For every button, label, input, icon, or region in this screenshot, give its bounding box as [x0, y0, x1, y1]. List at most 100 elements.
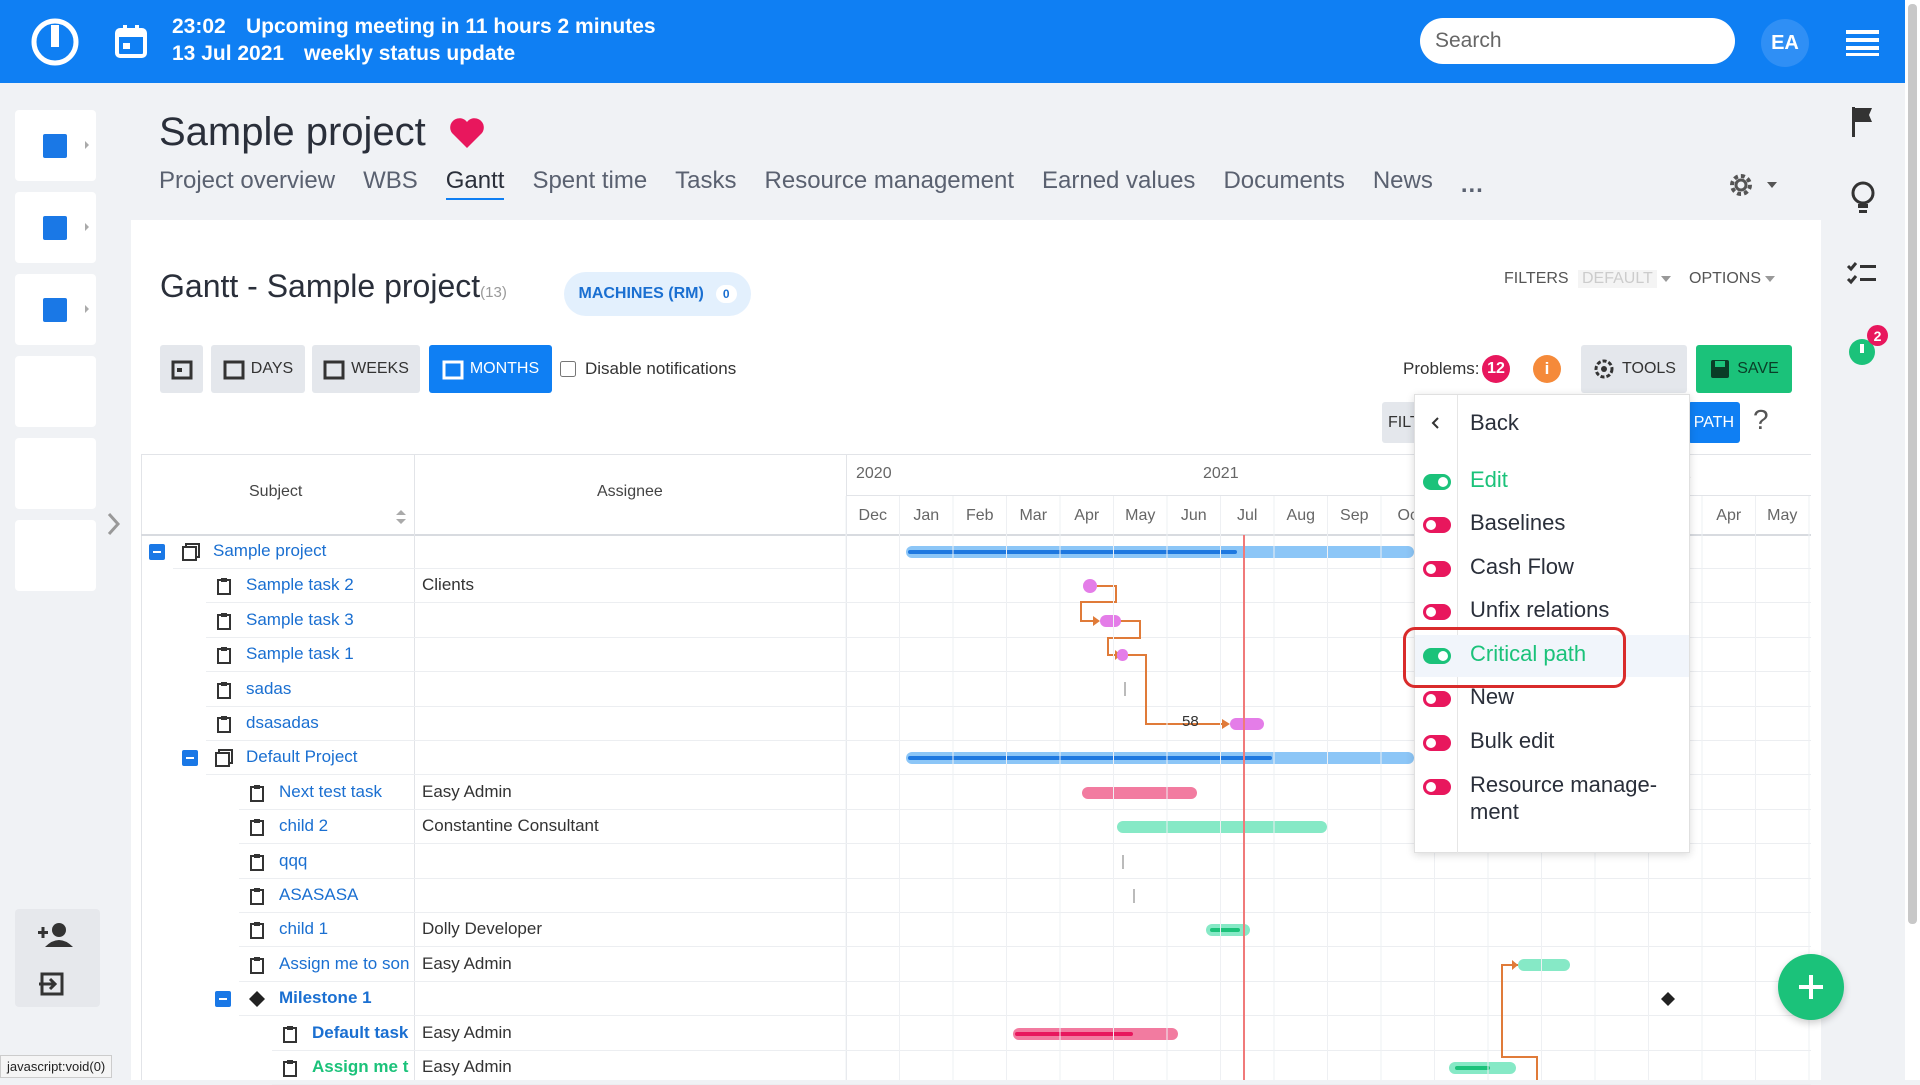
- scrollbar[interactable]: [1905, 0, 1920, 1080]
- row-subject[interactable]: dsasadas: [246, 713, 319, 732]
- project-tab[interactable]: Documents: [1223, 167, 1345, 194]
- project-tab[interactable]: Gantt: [445, 167, 505, 200]
- row-subject[interactable]: Default task: [312, 1022, 409, 1042]
- view-button[interactable]: MONTHS: [429, 345, 552, 393]
- project-tab[interactable]: Earned values: [1042, 167, 1196, 194]
- back-arrow[interactable]: [1429, 415, 1443, 431]
- menu-item-label[interactable]: Resource manage-ment: [1470, 772, 1658, 824]
- task-bar[interactable]: [1230, 718, 1264, 730]
- row-subject[interactable]: Sample task 2: [246, 575, 354, 595]
- view-button[interactable]: DAYS: [211, 345, 305, 393]
- collapse-toggle[interactable]: [182, 750, 198, 767]
- problems-count[interactable]: 12: [1482, 355, 1510, 383]
- menu-item-label[interactable]: Critical path: [1470, 641, 1587, 666]
- row-subject[interactable]: Assign me to son: [279, 953, 410, 973]
- logout-icon[interactable]: [39, 971, 69, 997]
- sidebar-item[interactable]: [15, 438, 96, 509]
- project-tab[interactable]: Project overview: [159, 167, 336, 194]
- row-subject[interactable]: Sample project: [213, 541, 327, 560]
- menu-item-label[interactable]: Bulk edit: [1470, 728, 1555, 753]
- today-button[interactable]: [160, 345, 203, 393]
- view-button[interactable]: WEEKS: [312, 345, 420, 393]
- event-name[interactable]: weekly status update: [304, 42, 516, 65]
- task-bar[interactable]: [1082, 787, 1197, 799]
- row-subject[interactable]: Assign me t: [312, 1057, 409, 1076]
- menu-item-label[interactable]: Baselines: [1470, 510, 1566, 535]
- toggle[interactable]: [1423, 604, 1451, 620]
- problems-label: Problems:: [1403, 359, 1480, 378]
- row-subject[interactable]: child 1: [279, 919, 329, 939]
- sidebar-item[interactable]: [15, 274, 96, 345]
- scroll-thumb[interactable]: [1908, 4, 1917, 924]
- help-button[interactable]: ?: [1753, 404, 1769, 435]
- collapse-toggle[interactable]: [149, 544, 165, 560]
- row-subject[interactable]: ASASASA: [279, 885, 359, 904]
- menu-icon[interactable]: [1846, 28, 1880, 56]
- search-box[interactable]: Search: [1420, 18, 1735, 64]
- menu-item-label[interactable]: Cash Flow: [1470, 554, 1574, 579]
- task-bar[interactable]: [1518, 959, 1570, 971]
- menu-back[interactable]: Back: [1470, 410, 1519, 435]
- sidebar-item[interactable]: [15, 192, 96, 263]
- project-tab[interactable]: News: [1372, 167, 1433, 194]
- calendar-icon[interactable]: [114, 24, 148, 60]
- toggle[interactable]: [1423, 648, 1451, 664]
- row-subject[interactable]: Sample task 1: [246, 644, 354, 664]
- toggle[interactable]: [1423, 561, 1451, 577]
- row-subject[interactable]: Next test task: [279, 781, 382, 801]
- timer-icon[interactable]: [1848, 336, 1878, 368]
- row-subject[interactable]: sadas: [246, 678, 292, 698]
- project-tab[interactable]: Resource management: [764, 167, 1014, 194]
- sidebar-expand[interactable]: [104, 510, 124, 538]
- disable-notifications-checkbox[interactable]: [560, 361, 576, 377]
- menu-item-label[interactable]: Unfix relations: [1470, 597, 1610, 622]
- disable-notifications-label[interactable]: Disable notifications: [585, 359, 737, 378]
- sidebar-item[interactable]: [15, 356, 96, 427]
- row-subject[interactable]: qqq: [279, 850, 308, 870]
- tools-button[interactable]: TOOLS: [1581, 345, 1687, 393]
- sidebar-item[interactable]: [15, 520, 96, 591]
- checklist-icon[interactable]: [1846, 260, 1878, 288]
- project-tab[interactable]: WBS: [363, 167, 418, 194]
- row-subject[interactable]: Sample task 3: [246, 609, 354, 629]
- idea-icon[interactable]: [1848, 180, 1878, 216]
- row-subject[interactable]: Milestone 1: [279, 988, 372, 1008]
- task-bar[interactable]: [1117, 649, 1128, 661]
- row-subject[interactable]: Default Project: [246, 747, 358, 767]
- milestone-marker[interactable]: [1661, 992, 1675, 1006]
- meeting-message[interactable]: Upcoming meeting in 11 hours 2 minutes: [246, 15, 656, 38]
- more-tabs[interactable]: ...: [1460, 171, 1484, 198]
- filters-default[interactable]: DEFAULT: [1578, 270, 1657, 288]
- task-bar[interactable]: [1100, 615, 1121, 627]
- collapse-toggle[interactable]: [215, 991, 231, 1008]
- menu-item-label[interactable]: Edit: [1470, 467, 1508, 492]
- filters[interactable]: FILTERS: [1504, 270, 1569, 287]
- favorite-heart[interactable]: [448, 116, 486, 150]
- menu-item-label[interactable]: New: [1470, 684, 1515, 709]
- toggle[interactable]: [1423, 517, 1451, 533]
- add-button[interactable]: [1778, 954, 1844, 1020]
- toggle[interactable]: [1423, 779, 1451, 795]
- row-subject[interactable]: child 2: [279, 816, 329, 836]
- settings-menu[interactable]: [1723, 170, 1783, 200]
- toggle[interactable]: [1423, 474, 1451, 490]
- sidebar-item[interactable]: [15, 110, 96, 181]
- project-tab[interactable]: Tasks: [675, 167, 737, 194]
- task-bar[interactable]: [1117, 821, 1327, 833]
- sort-icon[interactable]: [394, 508, 408, 526]
- assignee-header[interactable]: Assignee: [597, 483, 663, 500]
- task-bar[interactable]: [1083, 579, 1097, 593]
- info-button[interactable]: i: [1533, 355, 1561, 383]
- subject-header[interactable]: Subject: [249, 483, 303, 500]
- path-button[interactable]: PATH: [1688, 402, 1740, 443]
- toggle[interactable]: [1423, 735, 1451, 751]
- flag-icon[interactable]: [1848, 104, 1878, 140]
- toggle[interactable]: [1423, 691, 1451, 707]
- add-user-icon[interactable]: [37, 921, 77, 951]
- project-tab[interactable]: Spent time: [532, 167, 648, 194]
- options[interactable]: OPTIONS: [1689, 270, 1762, 287]
- machines-button[interactable]: MACHINES (RM) 0: [564, 272, 751, 316]
- logo[interactable]: [30, 17, 80, 67]
- save-button[interactable]: SAVE: [1696, 345, 1792, 393]
- avatar[interactable]: EA: [1761, 19, 1809, 67]
